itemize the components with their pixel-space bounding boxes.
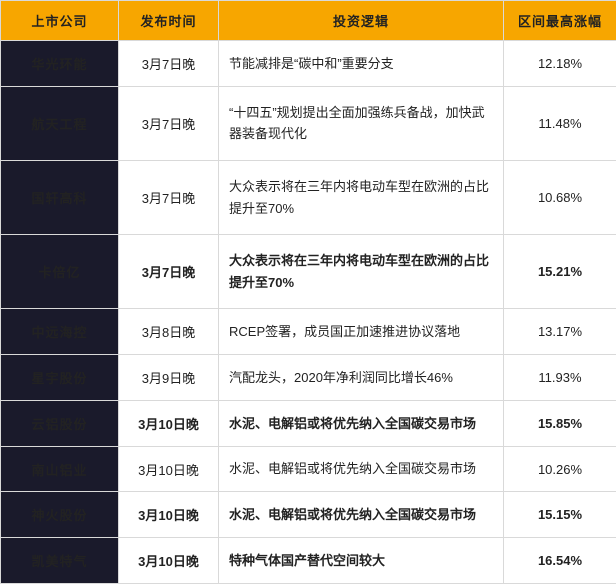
cell-max-gain: 15.85% [503, 399, 616, 447]
cell-company-name: 卡倍亿 [0, 234, 119, 310]
cell-publish-time: 3月7日晚 [118, 40, 219, 87]
table-header: 上市公司 发布时间 投资逻辑 区间最高涨幅 [0, 0, 616, 41]
cell-publish-time: 3月10日晚 [118, 537, 219, 584]
cell-company-name: 凯美特气 [0, 537, 119, 584]
table-row: 云铝股份 3月10日晚 水泥、电解铝或将优先纳入全国碳交易市场 15.85% [0, 399, 616, 447]
cell-company-name: 云铝股份 [0, 399, 119, 447]
cell-investment-logic: 水泥、电解铝或将优先纳入全国碳交易市场 [218, 491, 504, 539]
cell-investment-logic: 汽配龙头，2020年净利润同比增长46% [218, 354, 504, 401]
column-header-max-gain: 区间最高涨幅 [503, 0, 616, 41]
cell-max-gain: 10.68% [503, 159, 616, 236]
column-header-company: 上市公司 [0, 0, 119, 41]
cell-company-name: 南山铝业 [0, 445, 119, 493]
cell-investment-logic: 大众表示将在三年内将电动车型在欧洲的占比提升至70% [218, 234, 504, 310]
cell-publish-time: 3月7日晚 [118, 85, 219, 161]
cell-investment-logic: RCEP签署，成员国正加速推进协议落地 [218, 308, 504, 356]
table-row: 凯美特气 3月10日晚 特种气体国产替代空间较大 16.54% [0, 537, 616, 584]
cell-investment-logic: 水泥、电解铝或将优先纳入全国碳交易市场 [218, 445, 504, 493]
table-row: 国轩高科 3月7日晚 大众表示将在三年内将电动车型在欧洲的占比提升至70% 10… [0, 159, 616, 236]
cell-company-name: 航天工程 [0, 85, 119, 161]
cell-max-gain: 16.54% [503, 537, 616, 584]
cell-max-gain: 10.26% [503, 445, 616, 493]
cell-company-name: 星宇股份 [0, 354, 119, 401]
cell-max-gain: 15.15% [503, 491, 616, 539]
cell-investment-logic: 特种气体国产替代空间较大 [218, 537, 504, 584]
table-row: 华光环能 3月7日晚 节能减排是“碳中和”重要分支 12.18% [0, 40, 616, 87]
table-row: 神火股份 3月10日晚 水泥、电解铝或将优先纳入全国碳交易市场 15.15% [0, 491, 616, 539]
cell-max-gain: 12.18% [503, 40, 616, 87]
cell-publish-time: 3月10日晚 [118, 399, 219, 447]
cell-publish-time: 3月7日晚 [118, 159, 219, 236]
cell-company-name: 神火股份 [0, 491, 119, 539]
cell-company-name: 华光环能 [0, 40, 119, 87]
table-row: 南山铝业 3月10日晚 水泥、电解铝或将优先纳入全国碳交易市场 10.26% [0, 445, 616, 493]
cell-publish-time: 3月8日晚 [118, 308, 219, 356]
cell-publish-time: 3月7日晚 [118, 234, 219, 310]
cell-publish-time: 3月10日晚 [118, 491, 219, 539]
cell-investment-logic: “十四五”规划提出全面加强练兵备战，加快武器装备现代化 [218, 85, 504, 161]
cell-investment-logic: 大众表示将在三年内将电动车型在欧洲的占比提升至70% [218, 159, 504, 236]
table-body: 华光环能 3月7日晚 节能减排是“碳中和”重要分支 12.18% 航天工程 3月… [0, 40, 616, 584]
column-header-publish-time: 发布时间 [118, 0, 219, 41]
cell-investment-logic: 节能减排是“碳中和”重要分支 [218, 40, 504, 87]
cell-publish-time: 3月9日晚 [118, 354, 219, 401]
cell-investment-logic: 水泥、电解铝或将优先纳入全国碳交易市场 [218, 399, 504, 447]
table-row: 中远海控 3月8日晚 RCEP签署，成员国正加速推进协议落地 13.17% [0, 308, 616, 356]
cell-max-gain: 11.93% [503, 354, 616, 401]
cell-company-name: 中远海控 [0, 308, 119, 356]
column-header-investment-logic: 投资逻辑 [218, 0, 504, 41]
cell-max-gain: 11.48% [503, 85, 616, 161]
header-row: 上市公司 发布时间 投资逻辑 区间最高涨幅 [0, 0, 616, 41]
cell-max-gain: 13.17% [503, 308, 616, 356]
table-row: 卡倍亿 3月7日晚 大众表示将在三年内将电动车型在欧洲的占比提升至70% 15.… [0, 234, 616, 310]
table-row: 星宇股份 3月9日晚 汽配龙头，2020年净利润同比增长46% 11.93% [0, 354, 616, 401]
cell-max-gain: 15.21% [503, 234, 616, 310]
cell-company-name: 国轩高科 [0, 159, 119, 236]
cell-publish-time: 3月10日晚 [118, 445, 219, 493]
table-row: 航天工程 3月7日晚 “十四五”规划提出全面加强练兵备战，加快武器装备现代化 1… [0, 85, 616, 161]
